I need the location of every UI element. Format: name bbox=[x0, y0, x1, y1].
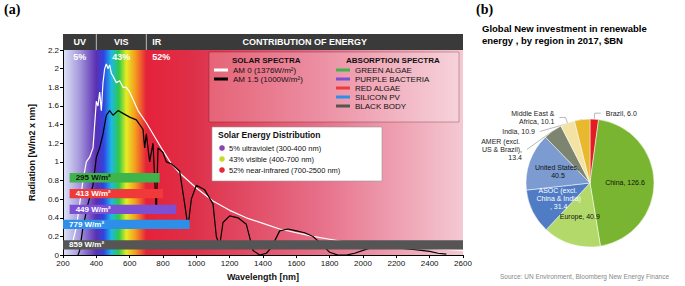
svg-text:UV: UV bbox=[73, 37, 86, 47]
svg-text:0: 0 bbox=[54, 250, 59, 260]
svg-text:13.4: 13.4 bbox=[506, 154, 522, 161]
svg-text:1400: 1400 bbox=[254, 259, 272, 268]
svg-text:5% ultraviolet (300-400 nm): 5% ultraviolet (300-400 nm) bbox=[229, 144, 322, 153]
svg-text:, 31.4: , 31.4 bbox=[550, 203, 568, 210]
svg-text:2: 2 bbox=[55, 64, 60, 73]
svg-text:600: 600 bbox=[123, 259, 137, 268]
svg-text:AM 1.5 (1000W/m²): AM 1.5 (1000W/m²) bbox=[233, 75, 303, 84]
svg-text:RED ALGAE: RED ALGAE bbox=[355, 84, 400, 93]
svg-text:SILICON PV: SILICON PV bbox=[355, 93, 401, 102]
svg-text:449 W/m²: 449 W/m² bbox=[76, 205, 111, 214]
svg-text:IR: IR bbox=[152, 37, 162, 47]
svg-text:1.4: 1.4 bbox=[48, 120, 60, 129]
svg-text:52% near-infrared (700-2500 nm: 52% near-infrared (700-2500 nm) bbox=[229, 166, 341, 175]
svg-text:Europe, 40.9: Europe, 40.9 bbox=[560, 213, 600, 221]
svg-text:Global New investment in renew: Global New investment in renewable bbox=[482, 23, 649, 34]
svg-text:China, 126.6: China, 126.6 bbox=[605, 179, 645, 186]
svg-text:5%: 5% bbox=[73, 52, 86, 62]
svg-text:2600: 2600 bbox=[454, 259, 472, 268]
svg-text:GREEN ALGAE: GREEN ALGAE bbox=[355, 66, 412, 75]
svg-text:SOLAR SPECTRA: SOLAR SPECTRA bbox=[232, 56, 301, 65]
svg-text:779 W/m²: 779 W/m² bbox=[69, 220, 104, 229]
svg-text:China & India): China & India) bbox=[537, 195, 581, 203]
svg-text:2400: 2400 bbox=[421, 259, 439, 268]
svg-text:Radiation [W/m2 x nm]: Radiation [W/m2 x nm] bbox=[27, 104, 37, 201]
svg-text:VIS: VIS bbox=[114, 37, 129, 47]
svg-text:1200: 1200 bbox=[221, 259, 239, 268]
svg-text:0.8: 0.8 bbox=[48, 176, 60, 185]
svg-text:1: 1 bbox=[55, 157, 60, 166]
svg-text:859 W/m²: 859 W/m² bbox=[69, 240, 104, 249]
svg-text:BLACK BODY: BLACK BODY bbox=[355, 102, 407, 111]
svg-text:Wavelength [nm]: Wavelength [nm] bbox=[227, 272, 299, 282]
svg-text:295 W/m²: 295 W/m² bbox=[76, 173, 111, 182]
svg-text:(a): (a) bbox=[4, 2, 21, 18]
svg-text:52%: 52% bbox=[152, 52, 170, 62]
svg-text:0.6: 0.6 bbox=[48, 195, 60, 204]
svg-text:India, 10.9: India, 10.9 bbox=[502, 128, 535, 135]
svg-text:43%: 43% bbox=[112, 52, 130, 62]
svg-text:Middle East &: Middle East & bbox=[511, 110, 555, 117]
svg-text:1800: 1800 bbox=[321, 259, 339, 268]
svg-text:ASOC (excl.: ASOC (excl. bbox=[538, 187, 578, 195]
svg-text:Brazil, 6.0: Brazil, 6.0 bbox=[606, 110, 637, 117]
svg-text:PURPLE BACTERIA: PURPLE BACTERIA bbox=[355, 75, 430, 84]
svg-text:0.4: 0.4 bbox=[48, 213, 60, 222]
svg-text:2200: 2200 bbox=[387, 259, 405, 268]
svg-text:1.6: 1.6 bbox=[48, 101, 60, 110]
svg-text:1000: 1000 bbox=[187, 259, 205, 268]
svg-text:800: 800 bbox=[156, 259, 170, 268]
svg-text:43% visible (400-700 nm): 43% visible (400-700 nm) bbox=[229, 155, 315, 164]
svg-text:CONTRIBUTION OF ENERGY: CONTRIBUTION OF ENERGY bbox=[242, 37, 367, 47]
svg-text:0.2: 0.2 bbox=[48, 232, 60, 241]
svg-text:Source: UN Environment, Bloomb: Source: UN Environment, Bloomberg New En… bbox=[500, 273, 669, 281]
svg-text:ABSORPTION SPECTRA: ABSORPTION SPECTRA bbox=[346, 56, 440, 65]
svg-text:2000: 2000 bbox=[354, 259, 372, 268]
svg-text:40.5: 40.5 bbox=[549, 172, 565, 179]
svg-text:(b): (b) bbox=[476, 2, 493, 18]
svg-text:200: 200 bbox=[56, 259, 70, 268]
svg-text:1600: 1600 bbox=[287, 259, 305, 268]
svg-text:413 W/m²: 413 W/m² bbox=[76, 189, 111, 198]
svg-text:AM 0 (1376W/m²): AM 0 (1376W/m²) bbox=[233, 66, 296, 75]
svg-text:1.8: 1.8 bbox=[48, 83, 60, 92]
svg-text:400: 400 bbox=[90, 259, 104, 268]
svg-text:Solar Energy Distribution: Solar Energy Distribution bbox=[218, 130, 321, 140]
svg-text:Africa, 10.1: Africa, 10.1 bbox=[517, 118, 554, 125]
svg-text:1.2: 1.2 bbox=[48, 139, 60, 148]
svg-text:United States,: United States, bbox=[535, 164, 579, 171]
svg-text:energy , by region in 2017, $B: energy , by region in 2017, $BN bbox=[482, 35, 623, 46]
svg-text:AMER (excl.: AMER (excl. bbox=[481, 138, 522, 146]
svg-text:US & Brazil),: US & Brazil), bbox=[482, 146, 522, 154]
svg-text:2.2: 2.2 bbox=[48, 46, 60, 55]
